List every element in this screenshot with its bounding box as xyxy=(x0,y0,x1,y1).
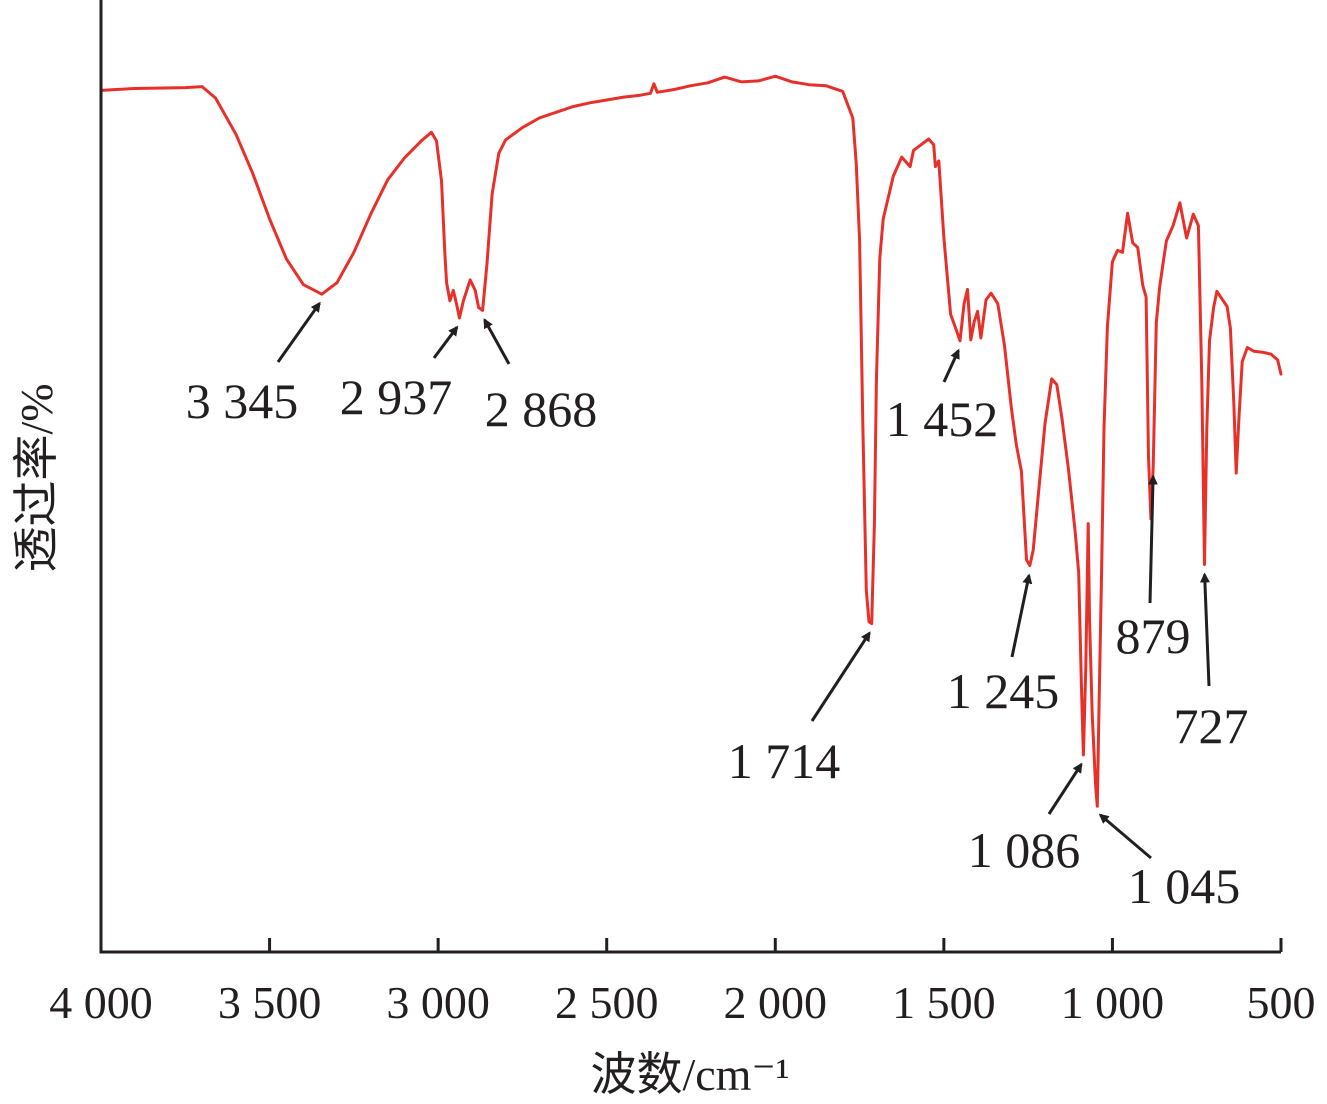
x-tick-label: 3 500 xyxy=(218,977,322,1028)
peak-arrow xyxy=(1010,573,1033,658)
x-tick-label: 1 500 xyxy=(892,977,996,1028)
peak-label: 1 045 xyxy=(1128,858,1241,914)
peak-label: 3 345 xyxy=(186,373,299,429)
peak-arrow xyxy=(432,325,459,359)
axes-layer xyxy=(99,0,1281,954)
peak-arrow xyxy=(942,348,960,383)
peak-label: 1 714 xyxy=(728,733,841,789)
peak-arrow xyxy=(1098,813,1152,860)
x-axis-label: 波数/cm⁻¹ xyxy=(590,1049,789,1100)
peak-label: 1 086 xyxy=(968,822,1081,878)
peak-label: 2 868 xyxy=(485,381,598,437)
x-tick-label: 4 000 xyxy=(49,977,153,1028)
peak-label: 879 xyxy=(1116,608,1191,664)
peak-label: 1 245 xyxy=(947,663,1060,719)
series-layer xyxy=(99,74,1283,808)
peak-arrow xyxy=(810,631,871,722)
ticks-layer: 4 000 3 500 3 000 2 500 2 000 1 500 1 000 500 xyxy=(49,938,1316,1028)
peak-arrow xyxy=(1147,474,1158,604)
annotation-layer: 3 345 2 937 2 868 1 714 1 452 1 245 1 086 1 045… xyxy=(186,301,1249,914)
x-tick-label: 1 000 xyxy=(1061,977,1165,1028)
y-axis-label: 透过率/% xyxy=(11,383,62,572)
peak-arrow xyxy=(1199,572,1211,687)
peak-label: 727 xyxy=(1174,698,1249,754)
spectrum-line xyxy=(99,74,1283,808)
peak-label: 1 452 xyxy=(886,391,999,447)
x-tick-label: 2 500 xyxy=(555,977,659,1028)
peak-arrow xyxy=(276,301,321,363)
x-tick-label: 2 000 xyxy=(724,977,828,1028)
x-tick-label: 3 000 xyxy=(386,977,490,1028)
peak-label: 2 937 xyxy=(340,369,453,425)
peak-arrow xyxy=(483,318,511,365)
x-tick-label: 500 xyxy=(1247,977,1316,1028)
peak-arrow xyxy=(1047,762,1083,815)
